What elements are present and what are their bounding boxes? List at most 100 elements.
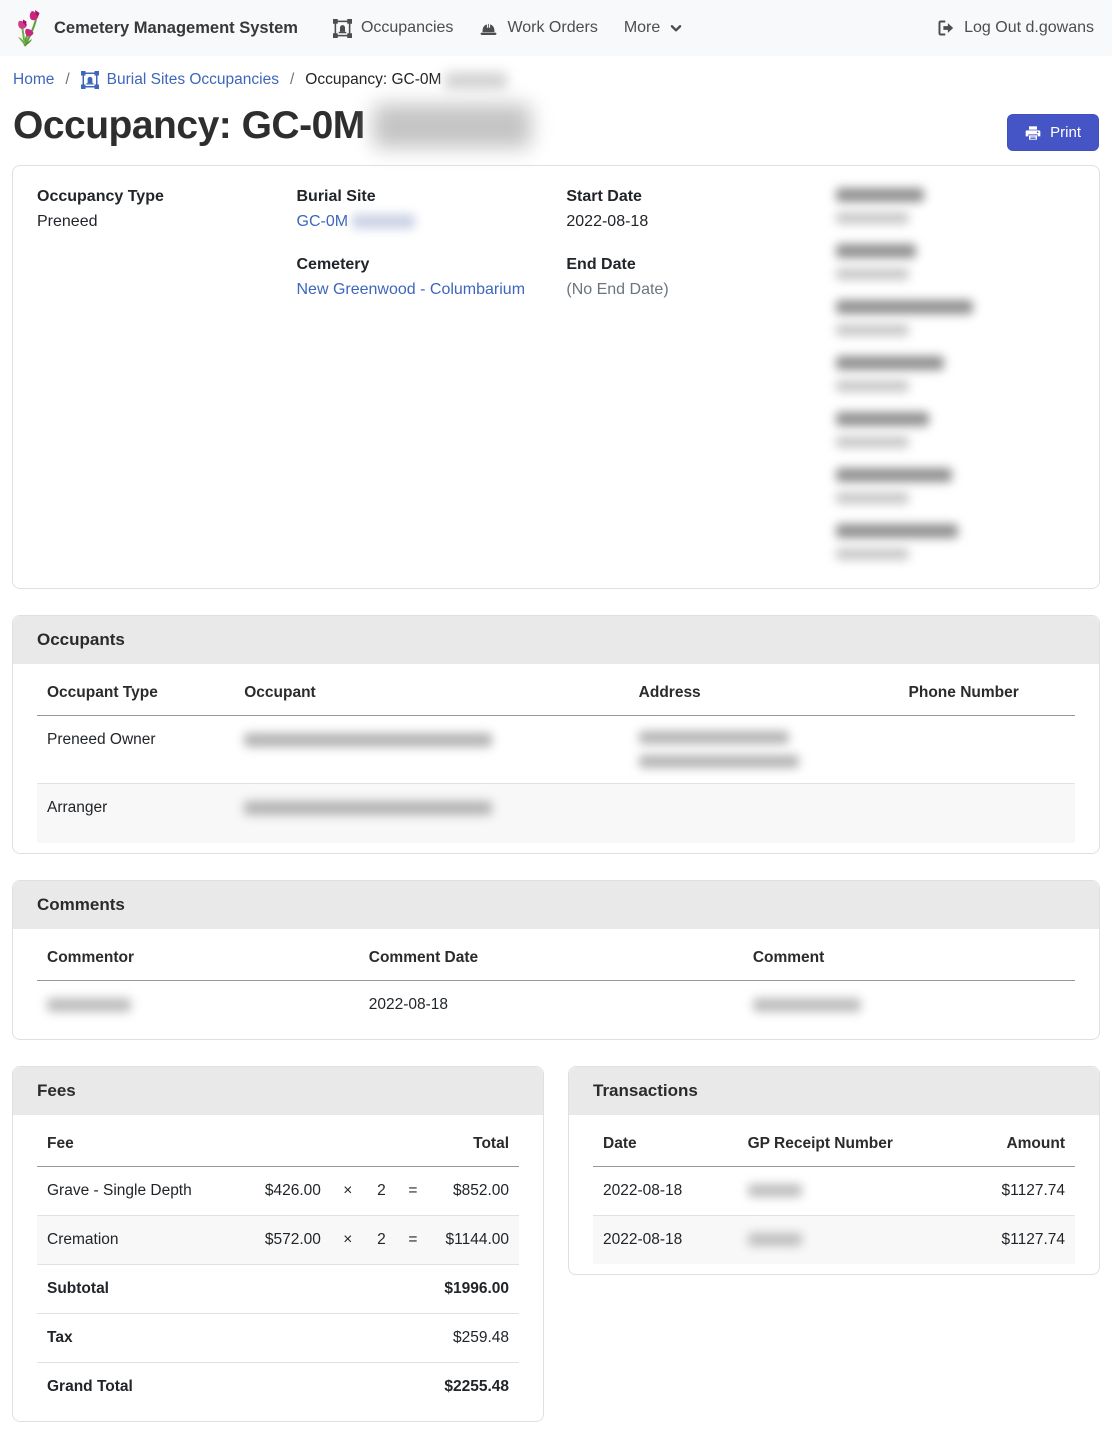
fee-price-cell: $572.00 bbox=[239, 1215, 331, 1265]
table-row: 2022-08-18 $1127.74 bbox=[593, 1215, 1075, 1264]
breadcrumb-separator: / bbox=[289, 71, 295, 88]
column-header: Date bbox=[593, 1119, 738, 1167]
receipt-number-cell bbox=[737, 1215, 936, 1264]
grand-total-row: Grand Total $2255.48 bbox=[37, 1362, 519, 1411]
column-header: Phone Number bbox=[898, 668, 1075, 716]
nav-item-more[interactable]: More bbox=[611, 11, 696, 45]
sign-out-icon bbox=[937, 19, 955, 37]
brand[interactable]: Cemetery Management System bbox=[14, 9, 298, 47]
comments-card-title: Comments bbox=[13, 881, 1099, 929]
redacted-field bbox=[836, 412, 1075, 448]
equals-sign: = bbox=[398, 1215, 428, 1265]
redacted-field bbox=[836, 188, 1075, 224]
field-value: GC-0M bbox=[297, 213, 567, 231]
transaction-date-cell: 2022-08-18 bbox=[593, 1215, 738, 1264]
field-label: Occupancy Type bbox=[37, 188, 164, 205]
column-header: Amount bbox=[935, 1119, 1075, 1167]
occupancy-details-card: Occupancy Type Preneed Burial Site GC-0M… bbox=[12, 165, 1100, 589]
multiply-sign: × bbox=[330, 1215, 365, 1265]
fee-qty-cell: 2 bbox=[377, 1182, 386, 1199]
breadcrumb: Home / Burial Sites Occupancies / Occupa… bbox=[0, 56, 1112, 102]
tulip-logo-icon bbox=[14, 9, 44, 47]
nav-item-work-orders[interactable]: Work Orders bbox=[466, 11, 610, 46]
occupants-card: Occupants Occupant Type Occupant Address… bbox=[12, 615, 1100, 854]
table-row: Preneed Owner bbox=[37, 716, 1075, 784]
breadcrumb-burial-sites-occupancies-link[interactable]: Burial Sites Occupancies bbox=[80, 71, 279, 89]
column-header: Occupant bbox=[234, 668, 629, 716]
fee-name-cell: Grave - Single Depth bbox=[47, 1182, 192, 1199]
field-label: End Date bbox=[566, 256, 636, 273]
tax-row: Tax $259.48 bbox=[37, 1313, 519, 1363]
chevron-down-icon bbox=[669, 21, 683, 35]
table-row: Arranger bbox=[37, 783, 1075, 843]
nav-links: Occupancies Work Orders More bbox=[320, 11, 696, 46]
field-value: New Greenwood - Columbarium bbox=[297, 281, 567, 299]
subtotal-label: Subtotal bbox=[37, 1264, 428, 1314]
redacted-text bbox=[445, 71, 508, 89]
table-row: 2022-08-18 bbox=[37, 981, 1075, 1030]
field-value: 2022-08-18 bbox=[566, 213, 649, 230]
app-title: Cemetery Management System bbox=[54, 18, 298, 37]
column-header: Fee bbox=[37, 1119, 240, 1167]
comment-date-cell: 2022-08-18 bbox=[368, 996, 449, 1013]
print-button[interactable]: Print bbox=[1007, 114, 1099, 151]
details-column-redacted bbox=[836, 188, 1075, 580]
address-cell bbox=[629, 716, 899, 784]
equals-sign: = bbox=[408, 1182, 418, 1199]
logout-button[interactable]: Log Out d.gowans bbox=[937, 19, 1094, 37]
occupant-cell bbox=[234, 783, 629, 843]
field-end-date: End Date (No End Date) bbox=[566, 256, 836, 299]
commentor-cell bbox=[37, 981, 359, 1030]
field-label: Start Date bbox=[566, 188, 642, 205]
field-start-date: Start Date 2022-08-18 bbox=[566, 188, 836, 231]
occupants-card-title: Occupants bbox=[13, 616, 1099, 664]
phone-cell bbox=[899, 716, 1075, 784]
tax-label: Tax bbox=[37, 1313, 428, 1363]
fee-qty-cell: 2 bbox=[364, 1215, 399, 1265]
nav-item-label: Occupancies bbox=[360, 19, 454, 36]
breadcrumb-current: Occupancy: GC-0M bbox=[305, 71, 508, 89]
hard-hat-icon bbox=[479, 19, 498, 38]
transactions-card-title: Transactions bbox=[569, 1067, 1099, 1115]
details-column-3: Start Date 2022-08-18 End Date (No End D… bbox=[566, 188, 836, 580]
transactions-table: Date GP Receipt Number Amount 2022-08-18… bbox=[593, 1119, 1075, 1264]
logout-label: Log Out d.gowans bbox=[964, 19, 1094, 36]
nav-item-occupancies[interactable]: Occupancies bbox=[320, 11, 467, 46]
fee-name-cell: Cremation bbox=[37, 1215, 240, 1265]
page-title: Occupancy: GC-0M bbox=[13, 104, 531, 148]
comments-card: Comments Commentor Comment Date Comment … bbox=[12, 880, 1100, 1040]
occupant-type-cell: Preneed Owner bbox=[47, 731, 156, 748]
redacted-text bbox=[372, 104, 531, 148]
subtotal-value: $1996.00 bbox=[427, 1264, 519, 1314]
details-column-2: Burial Site GC-0M Cemetery New Greenwood… bbox=[297, 188, 567, 580]
tax-value: $259.48 bbox=[427, 1313, 519, 1363]
receipt-number-cell bbox=[738, 1167, 936, 1216]
breadcrumb-home-link[interactable]: Home bbox=[13, 71, 55, 88]
comments-table: Commentor Comment Date Comment 2022-08-1… bbox=[37, 933, 1075, 1029]
grand-total-value: $2255.48 bbox=[427, 1362, 519, 1411]
phone-cell bbox=[898, 783, 1075, 843]
cemetery-link[interactable]: New Greenwood - Columbarium bbox=[296, 281, 526, 298]
table-row: 2022-08-18 $1127.74 bbox=[593, 1167, 1075, 1216]
occupant-cell bbox=[234, 716, 628, 784]
table-row: Cremation $572.00 × 2 = $1144.00 bbox=[37, 1215, 519, 1265]
nav-item-label: Work Orders bbox=[507, 19, 598, 36]
grand-total-label: Grand Total bbox=[37, 1362, 428, 1411]
occupants-table: Occupant Type Occupant Address Phone Num… bbox=[37, 668, 1075, 843]
nav-item-label: More bbox=[623, 19, 661, 36]
fees-card-title: Fees bbox=[13, 1067, 543, 1115]
burial-site-link[interactable]: GC-0M bbox=[296, 213, 349, 230]
redacted-field bbox=[836, 524, 1075, 560]
field-value: (No End Date) bbox=[566, 281, 669, 298]
burial-site-icon bbox=[332, 18, 352, 38]
multiply-sign: × bbox=[343, 1182, 353, 1199]
field-occupancy-type: Occupancy Type Preneed bbox=[37, 188, 297, 231]
subtotal-row: Subtotal $1996.00 bbox=[37, 1264, 519, 1314]
fee-total-cell: $1144.00 bbox=[427, 1215, 519, 1265]
field-label: Burial Site bbox=[296, 188, 376, 205]
field-cemetery: Cemetery New Greenwood - Columbarium bbox=[297, 256, 567, 299]
column-header: Comment bbox=[742, 933, 1075, 981]
breadcrumb-separator: / bbox=[65, 71, 70, 88]
redacted-field bbox=[836, 468, 1075, 504]
address-cell bbox=[628, 783, 899, 843]
